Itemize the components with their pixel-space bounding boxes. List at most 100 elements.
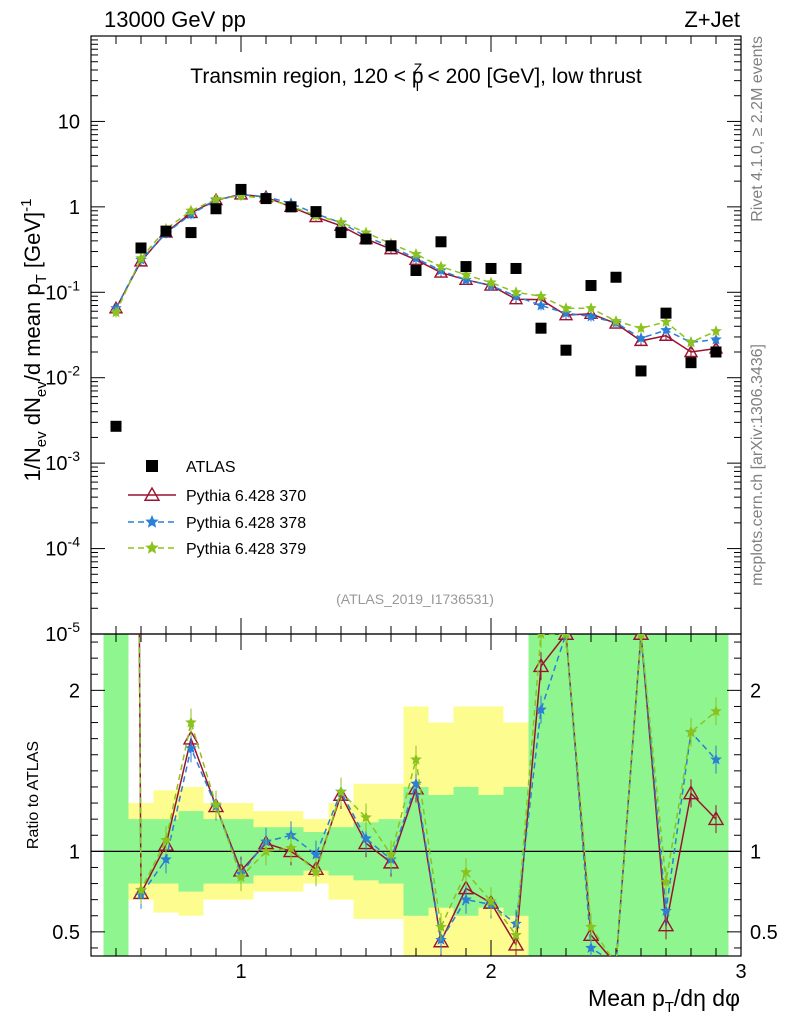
atlas-point <box>485 262 497 274</box>
legend-marker-p379 <box>145 540 159 554</box>
header-left: 13000 GeV pp <box>104 7 246 32</box>
main-y-tick-label-exp: -5 <box>68 619 81 635</box>
atlas-point <box>210 203 222 215</box>
marker-p379 <box>185 204 197 216</box>
marker-p379 <box>435 260 447 272</box>
atlas-point <box>310 206 322 218</box>
ratio-marker-p370 <box>507 936 525 951</box>
ratio-marker-p379 <box>310 866 322 878</box>
marker-p379 <box>710 325 722 337</box>
atlas-point <box>660 307 672 319</box>
rivet-label: Rivet 4.1.0, ≥ 2.2M events <box>749 36 766 222</box>
atlas-point <box>610 271 622 283</box>
main-y-label: 1/Nev dNev/d mean pT [GeV]-1 <box>18 199 50 482</box>
chart-title-sub: T <box>413 78 422 94</box>
ratio-band-green <box>628 634 654 956</box>
main-y-tick-label-base: 10 <box>45 624 67 646</box>
marker-p379 <box>560 302 572 314</box>
marker-p379 <box>460 268 472 280</box>
ratio-axes: 1 2 30.5 0.51 12 2 <box>52 36 778 983</box>
atlas-point <box>560 344 572 356</box>
legend-marker-p378 <box>145 514 159 528</box>
marker-p370 <box>508 291 524 305</box>
ratio-marker-p378 <box>585 941 597 953</box>
ratio-marker-p370 <box>532 657 550 673</box>
ratio-marker-p379 <box>210 798 222 810</box>
ratio-marker-p379 <box>410 753 422 765</box>
ratio-y-tick-label: 2 <box>750 680 761 702</box>
ratio-marker-p379 <box>637 634 645 639</box>
x-axis-label-b: /dη dφ <box>674 985 740 1011</box>
marker-p370 <box>633 333 649 347</box>
x-tick-label: 2 <box>485 961 496 983</box>
mcplots-label: mcplots.cern.ch [arXiv:1306.3436] <box>749 344 766 586</box>
main-y-tick-label: 10 <box>58 111 80 133</box>
main-y-label-d: [GeV] <box>20 212 45 274</box>
atlas-point <box>635 365 647 377</box>
ratio-marker-p378 <box>710 753 722 765</box>
marker-p379 <box>110 306 122 318</box>
ratio-band-green <box>553 634 579 956</box>
marker-p379 <box>635 322 647 334</box>
ratio-marker-p379 <box>435 920 447 932</box>
marker-p370 <box>133 253 149 267</box>
main-y-tick-label: 1 <box>69 197 80 219</box>
atlas-point <box>110 420 122 432</box>
main-y-tick-label: 10-1 <box>45 277 80 304</box>
atlas-point <box>260 193 272 205</box>
ratio-marker-p379 <box>260 845 272 857</box>
ratio-marker-p379 <box>135 883 147 895</box>
ratio-y-tick-label: 0.5 <box>52 922 80 944</box>
main-y-tick-label-exp: -1 <box>68 277 81 293</box>
ratio-marker-p379 <box>537 634 545 639</box>
legend-label-p378: Pythia 6.428 378 <box>186 515 306 532</box>
main-y-tick-label-base: 10 <box>58 111 80 133</box>
atlas-point <box>360 233 372 245</box>
atlas-point <box>160 225 172 237</box>
main-y-label-s1: ev <box>33 431 50 447</box>
marker-p370 <box>658 328 674 341</box>
ratio-band-green <box>578 634 604 956</box>
analysis-id: (ATLAS_2019_I1736531) <box>336 591 494 607</box>
marker-p379 <box>535 290 547 302</box>
marker-p379 <box>410 248 422 259</box>
ratio-y-tick-label: 2 <box>69 680 80 702</box>
atlas-point <box>585 280 597 292</box>
ratio-marker-p378 <box>660 904 672 916</box>
main-y-label-sup: -1 <box>18 199 35 212</box>
atlas-point <box>335 227 347 239</box>
atlas-point <box>535 322 547 334</box>
main-y-tick-label-exp: -4 <box>68 534 81 550</box>
x-axis-label-sub: T <box>665 999 674 1016</box>
atlas-point <box>235 183 247 195</box>
atlas-point <box>510 262 522 274</box>
marker-p370 <box>558 307 574 321</box>
marker-p378 <box>710 333 722 345</box>
main-y-tick-label-exp: -2 <box>68 363 81 379</box>
marker-p379 <box>585 302 597 314</box>
ratio-marker-p379 <box>510 929 522 940</box>
x-tick-label: 3 <box>735 961 746 983</box>
ratio-marker-p370 <box>682 784 700 800</box>
legend-marker-atlas <box>146 460 158 472</box>
marker-p379 <box>660 315 672 327</box>
ratio-marker-p378 <box>360 832 372 844</box>
marker-p378 <box>535 299 547 311</box>
main-y-label-a: 1/N <box>20 447 45 481</box>
ratio-y-tick-label: 1 <box>750 841 761 863</box>
ratio-marker-p378 <box>185 742 197 754</box>
main-y-tick-label: 10-4 <box>45 534 80 561</box>
ratio-marker-p379 <box>710 705 722 717</box>
main-y-tick-label-base: 10 <box>45 282 67 304</box>
ratio-marker-p378 <box>535 703 547 715</box>
main-y-label-c: /d mean p <box>20 283 45 381</box>
atlas-point <box>385 240 397 252</box>
marker-p378 <box>635 332 647 344</box>
marker-p370 <box>408 252 424 266</box>
atlas-point <box>135 242 147 254</box>
atlas-point <box>460 261 472 273</box>
ratio-marker-p378 <box>160 853 172 865</box>
ratio-y-tick-label: 0.5 <box>750 922 778 944</box>
ratio-marker-p379 <box>335 785 347 797</box>
